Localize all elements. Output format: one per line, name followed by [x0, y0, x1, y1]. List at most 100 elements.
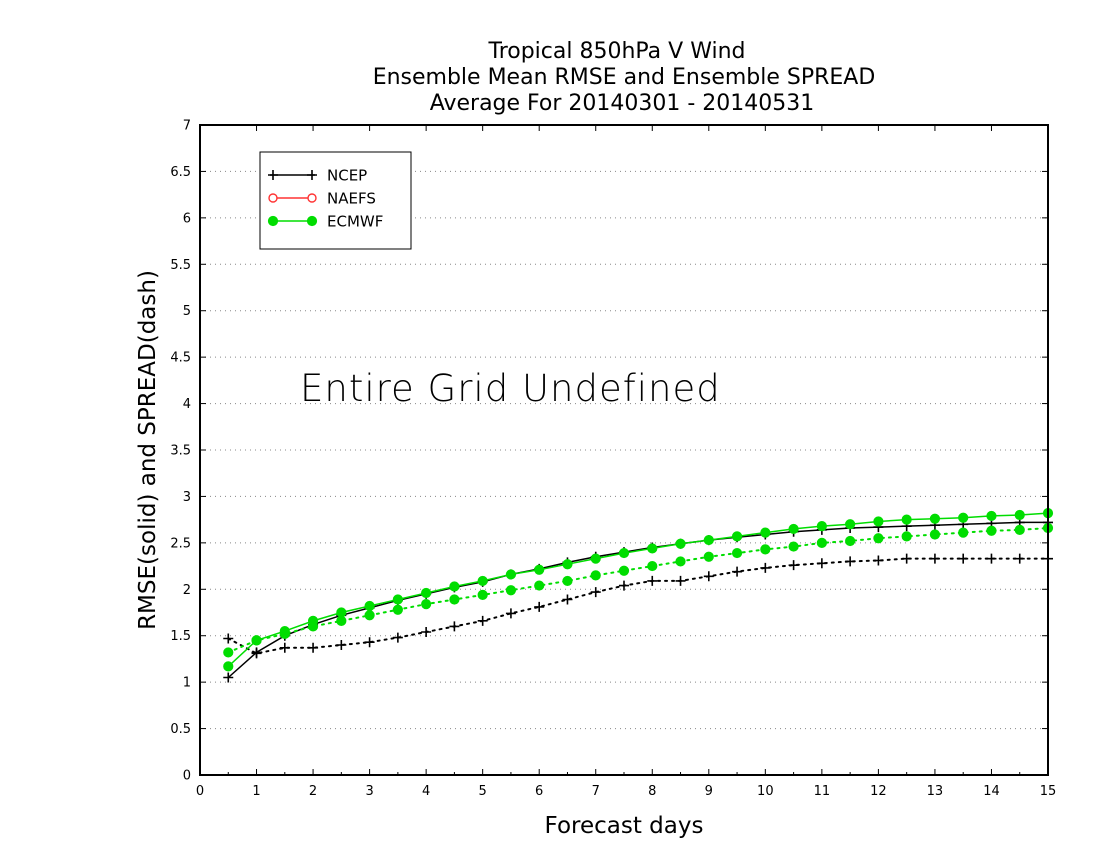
- y-tick-label: 2.5: [170, 536, 191, 551]
- x-axis-title: Forecast days: [545, 813, 704, 839]
- series-ecmwf-spread-point: [986, 525, 997, 536]
- series-ncep-spread-point: [845, 556, 856, 567]
- series-ecmwf-rmse-point: [392, 594, 403, 605]
- series-ecmwf-rmse-point: [731, 531, 743, 542]
- series-ecmwf-spread-point: [731, 547, 743, 559]
- series-ecmwf-rmse-point: [279, 625, 290, 637]
- series-ecmwf-spread-point: [223, 647, 234, 658]
- chart-title-line-3: Average For 20140301 - 20140531: [430, 91, 815, 116]
- grid-lines: [200, 170, 1048, 730]
- series-ecmwf-rmse-point: [845, 519, 856, 530]
- series-ecmwf-rmse-point: [901, 514, 912, 525]
- series-ncep-spread-point: [449, 621, 460, 632]
- series-ecmwf-spread-point: [364, 610, 375, 621]
- y-tick-label: 6.5: [170, 165, 191, 180]
- legend-box: [259, 151, 412, 250]
- x-tick-label: 12: [870, 784, 887, 799]
- axis-ticks: 00.511.522.533.544.555.566.570 1 2 3 4 5 6 7 8 9 1…: [170, 119, 1056, 800]
- series-lines: [223, 508, 1054, 683]
- series-ecmwf-rmse-point: [421, 587, 432, 599]
- series-ecmwf-spread-point: [477, 589, 488, 600]
- legend-ncep-label: NCEP: [327, 167, 367, 185]
- x-tick-label: 2: [309, 784, 317, 799]
- series-ncep-spread-line: [227, 557, 1049, 655]
- legend-ncep-marker: [268, 170, 278, 180]
- series-ecmwf-spread-point: [929, 529, 941, 540]
- y-tick-label: 5.5: [170, 258, 191, 273]
- series-ncep-spread-point: [901, 553, 912, 564]
- series-ecmwf-rmse-point: [251, 635, 262, 646]
- series-ncep-spread-point: [308, 642, 319, 653]
- y-tick-label: 4: [183, 397, 191, 412]
- series-ecmwf-rmse-point: [958, 512, 969, 523]
- series-ncep-spread-point: [562, 594, 573, 605]
- series-ncep-spread-point: [477, 615, 488, 626]
- series-ecmwf-rmse-point: [703, 534, 714, 546]
- series-ncep-spread-point: [364, 637, 375, 648]
- series-ncep-spread-point: [336, 640, 347, 650]
- series-ncep-spread-point: [788, 560, 799, 571]
- x-tick-label: 5: [479, 784, 487, 799]
- y-tick-label: 1.5: [170, 629, 191, 644]
- series-ncep-rmse-point: [251, 647, 262, 658]
- series-ncep-rmse-point: [223, 672, 234, 683]
- x-tick-label: 9: [705, 784, 713, 799]
- series-ecmwf-rmse-point: [590, 553, 601, 564]
- series-ecmwf-spread-point: [618, 565, 630, 576]
- series-ecmwf-spread-point: [562, 575, 573, 587]
- chart-title-line-1: Tropical 850hPa V Wind: [487, 39, 745, 64]
- series-ncep-spread-point: [986, 553, 997, 564]
- series-ecmwf-rmse-point: [449, 581, 460, 592]
- series-ecmwf-rmse-point: [364, 600, 375, 612]
- x-tick-label: 15: [1040, 784, 1057, 799]
- series-ecmwf-rmse-point: [618, 547, 630, 559]
- chart-title-line-2: Ensemble Mean RMSE and Ensemble SPREAD: [373, 65, 876, 90]
- series-ncep-spread-point: [279, 642, 290, 653]
- series-ecmwf-rmse-point: [223, 661, 234, 672]
- series-ecmwf-spread-point: [675, 556, 686, 567]
- series-ecmwf-spread-point: [788, 541, 799, 552]
- series-ecmwf-spread-point: [505, 585, 517, 596]
- series-ecmwf-spread-point: [958, 527, 969, 538]
- series-ecmwf-rmse-point: [760, 527, 771, 538]
- series-ecmwf-spread-point: [392, 604, 403, 615]
- series-ecmwf-spread-point: [449, 594, 460, 605]
- legend-naefs-marker: [268, 193, 278, 203]
- series-ncep-spread-point: [958, 553, 969, 564]
- legend-ncep-marker: [307, 170, 317, 180]
- series-ecmwf-spread-point: [873, 533, 884, 544]
- x-tick-label: 6: [535, 784, 543, 799]
- series-ecmwf-spread-point: [845, 535, 856, 547]
- x-tick-label: 1: [252, 784, 260, 799]
- x-tick-label: 4: [422, 784, 430, 799]
- series-ecmwf-rmse-point: [1014, 509, 1025, 521]
- x-tick-label: 7: [592, 784, 600, 799]
- series-ecmwf-rmse-point: [929, 513, 941, 524]
- x-tick-label: 11: [814, 784, 831, 799]
- y-tick-label: 0.5: [170, 722, 191, 737]
- y-tick-label: 7: [183, 119, 191, 134]
- series-ncep-spread-point: [505, 608, 516, 619]
- series-ecmwf-rmse-point: [647, 543, 658, 554]
- series-ecmwf-rmse-point: [307, 615, 319, 626]
- legend: NCEP NAEFS ECMWF: [259, 151, 412, 250]
- chart-annotation: Entire Grid Undefined: [300, 367, 721, 410]
- y-axis-title: RMSE(solid) and SPREAD(dash): [135, 270, 161, 630]
- y-tick-label: 5: [183, 304, 191, 319]
- y-tick-label: 3.5: [170, 444, 191, 459]
- series-ncep-spread-point: [760, 562, 771, 573]
- x-tick-label: 0: [196, 784, 204, 799]
- series-ecmwf-spread-point: [703, 551, 714, 562]
- series-ecmwf-rmse-point: [505, 569, 517, 580]
- series-ecmwf-spread-point: [336, 615, 347, 626]
- x-tick-label: 10: [757, 784, 774, 799]
- y-tick-label: 1: [183, 676, 191, 691]
- legend-ecmwf-label: ECMWF: [327, 213, 383, 231]
- x-tick-label: 14: [983, 784, 1000, 799]
- y-tick-label: 6: [183, 211, 191, 226]
- series-ncep-spread-point: [675, 575, 686, 586]
- series-ncep-spread-point: [590, 587, 601, 598]
- series-ecmwf-rmse-point: [675, 538, 686, 549]
- x-tick-label: 3: [365, 784, 373, 799]
